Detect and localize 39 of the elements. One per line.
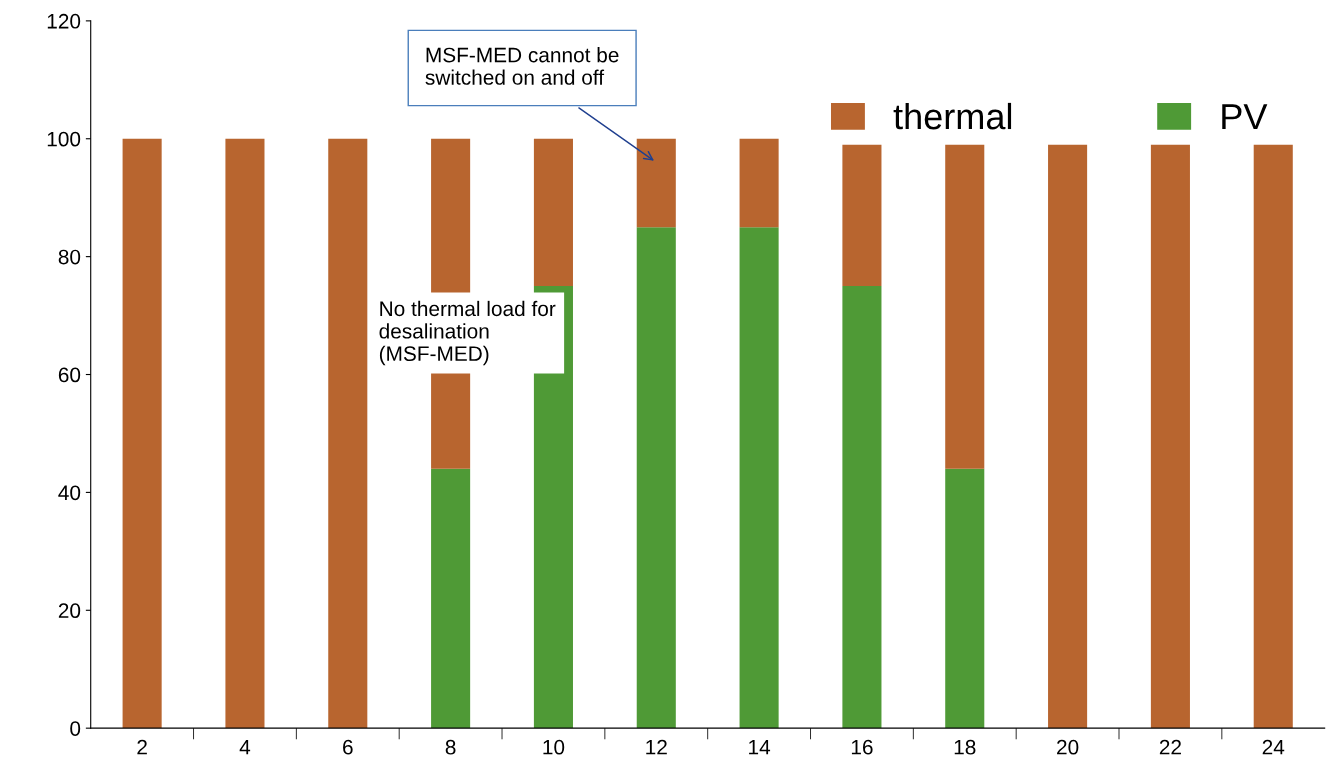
- x-tick-label: 20: [1057, 739, 1079, 755]
- bar: [122, 138, 162, 729]
- annotation: No thermal load for desalination (MSF-MED): [379, 300, 556, 366]
- legend-label: PV: [1222, 104, 1268, 130]
- y-tick-label: 40: [58, 485, 81, 501]
- x-tick-label: 10: [543, 739, 565, 755]
- x-tick-label: 22: [1159, 739, 1181, 755]
- y-tick-label: 60: [58, 367, 81, 383]
- x-tick-label: 8: [445, 739, 456, 755]
- y-tick-label: 0: [70, 721, 81, 736]
- bar: [842, 144, 882, 287]
- bar: [739, 138, 779, 228]
- bar: [945, 468, 985, 729]
- y-tick-label: 120: [47, 13, 81, 29]
- bar: [945, 144, 985, 469]
- bar: [431, 468, 471, 729]
- x-tick-label: 14: [749, 740, 771, 755]
- x-tick-label: 18: [954, 739, 976, 755]
- x-tick-label: 16: [851, 739, 873, 755]
- bar: [1048, 144, 1088, 729]
- x-tick-label: 12: [646, 739, 667, 755]
- x-tick-label: 24: [1262, 739, 1285, 755]
- x-tick-label: 4: [239, 740, 251, 755]
- bar: [533, 138, 573, 287]
- bar: [636, 227, 676, 729]
- bar: [636, 138, 676, 228]
- bar: [842, 286, 882, 729]
- annotation: MSF-MED cannot be switched on and off: [425, 47, 619, 85]
- y-tick-label: 20: [58, 603, 81, 619]
- bar: [225, 138, 265, 729]
- bar: [739, 227, 779, 729]
- x-tick-label: 6: [343, 739, 353, 755]
- bar: [1150, 144, 1190, 729]
- bar: [1253, 144, 1293, 729]
- y-tick-label: 80: [58, 249, 81, 265]
- x-tick-label: 2: [137, 739, 147, 755]
- y-tick-label: 100: [47, 131, 81, 147]
- legend-label: thermal: [893, 102, 1012, 130]
- bar: [328, 138, 368, 729]
